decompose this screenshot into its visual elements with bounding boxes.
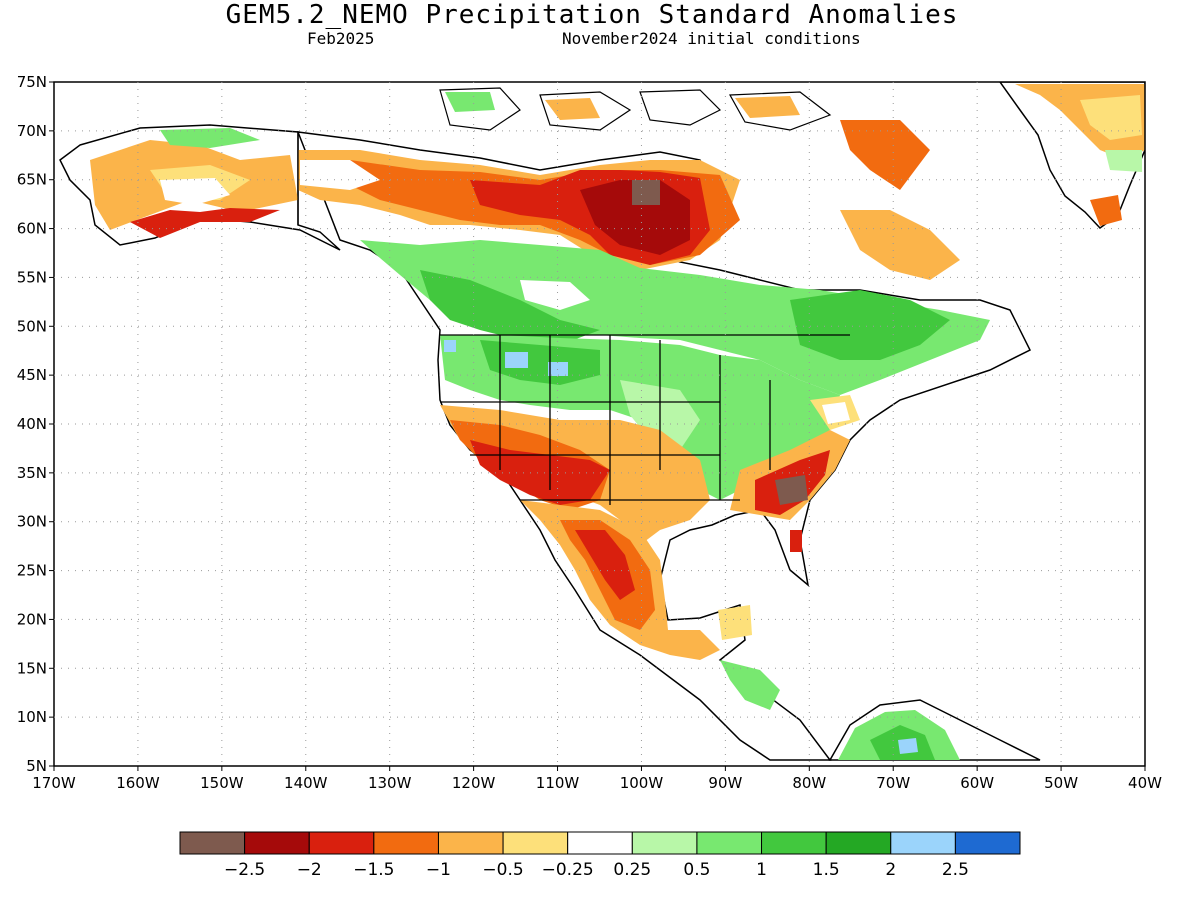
lat-label: 40N (17, 415, 47, 433)
lat-label: 25N (17, 562, 47, 580)
quebec-wet-strong (790, 290, 950, 360)
lon-label: 110W (536, 774, 580, 792)
yucatan-dry (718, 605, 752, 640)
forecast-month: Feb2025 (307, 29, 375, 48)
us-east-neutral (822, 402, 850, 424)
lon-label: 40W (1128, 774, 1162, 792)
colorbar-label: 0.5 (683, 860, 710, 880)
lon-label: 170W (32, 774, 76, 792)
colorbar-swatch (696, 831, 763, 855)
colorbar-label: 1 (756, 860, 767, 880)
colorbar-swatch (179, 831, 246, 855)
colorbar-labels: −2.5 −2 −1.5 −1 −0.5 −0.25 0.25 0.5 1 1.5 2 2.5 (224, 860, 969, 880)
lat-label: 5N (26, 757, 47, 775)
canada-wet-strong (420, 270, 600, 345)
lat-label: 15N (17, 659, 47, 677)
colorbar-label: −2.5 (224, 860, 265, 880)
us-southwest-strong (470, 440, 610, 505)
colorbar-swatch (567, 831, 633, 855)
lat-label: 50N (17, 317, 47, 335)
initial-conditions: November2024 initial conditions (562, 29, 861, 48)
lon-label: 100W (620, 774, 664, 792)
greenland-anomaly-slight (1080, 95, 1142, 140)
colorbar-label: 2.5 (942, 860, 969, 880)
lat-label: 75N (17, 73, 47, 91)
longitude-labels: 170W 160W 150W 140W 130W 120W 110W 100W 90W 80W 70… (32, 774, 1162, 792)
lat-label: 35N (17, 464, 47, 482)
colorbar-swatch (890, 831, 956, 855)
lon-label: 50W (1044, 774, 1078, 792)
lon-label: 60W (960, 774, 994, 792)
colorbar-label: 0.25 (613, 860, 651, 880)
greenland-anomaly-wet (1105, 150, 1142, 172)
lat-label: 30N (17, 513, 47, 531)
colorbar-label: −0.25 (542, 860, 594, 880)
lat-label: 55N (17, 268, 47, 286)
colorbar-swatch (954, 831, 1021, 855)
state-boundaries (297, 132, 850, 505)
us-wet-strong (480, 340, 600, 385)
colorbar-swatch (761, 831, 827, 855)
lon-label: 140W (284, 774, 328, 792)
lat-label: 65N (17, 171, 47, 189)
lat-label: 10N (17, 708, 47, 726)
lon-label: 130W (368, 774, 412, 792)
colorbar-label: −0.5 (482, 860, 523, 880)
baffin-dry (840, 120, 930, 190)
colorbar-swatch (631, 831, 698, 855)
map-title: GEM5.2_NEMO Precipitation Standard Anoma… (225, 0, 959, 30)
alaska-anomaly-wet (160, 128, 260, 148)
mexico-strong (575, 530, 635, 600)
colorbar-label: 1.5 (813, 860, 840, 880)
hudson-very-strong-dry (580, 180, 690, 255)
graticule (49, 81, 1146, 771)
canada-neutral-west (300, 160, 380, 190)
arctic-wet (445, 92, 495, 112)
colorbar-swatch (825, 831, 892, 855)
colorbar (179, 831, 1021, 855)
latitude-labels: 75N 70N 65N 60N 55N 50N 45N 40N 35N 30N 25N 20N 15N 1… (17, 73, 47, 775)
labrador-dry (840, 210, 960, 280)
colorbar-swatch (373, 831, 439, 855)
colorbar-label: −2 (297, 860, 322, 880)
arctic-dry (545, 96, 800, 120)
us-wet-blue-1 (505, 352, 528, 368)
south-america-wet-blue (898, 738, 918, 754)
lon-label: 70W (876, 774, 910, 792)
colorbar-swatch (437, 831, 504, 855)
florida-strong (790, 530, 802, 552)
hudson-extreme-dry (632, 180, 660, 205)
canada-neutral-central (520, 280, 590, 310)
lon-label: 90W (708, 774, 742, 792)
greenland-anomaly-dry-south (1090, 195, 1122, 226)
lon-label: 80W (792, 774, 826, 792)
anomaly-field (59, 82, 1145, 761)
colorbar-swatch (244, 831, 310, 855)
lon-label: 150W (200, 774, 244, 792)
lat-label: 70N (17, 122, 47, 140)
lat-label: 60N (17, 220, 47, 238)
us-southeast-extreme (775, 475, 808, 505)
colorbar-label: 2 (885, 860, 896, 880)
lat-label: 20N (17, 610, 47, 628)
lat-label: 45N (17, 366, 47, 384)
lon-label: 160W (116, 774, 160, 792)
colorbar-label: −1.5 (353, 860, 394, 880)
lon-label: 120W (452, 774, 496, 792)
colorbar-swatch (502, 831, 569, 855)
arctic-islands (439, 87, 832, 131)
colorbar-swatch (308, 831, 375, 855)
colorbar-label: −1 (426, 860, 451, 880)
alaska-anomaly-neutral (160, 178, 230, 205)
alaska-anomaly-strong-dry (130, 208, 280, 238)
central-america-wet (720, 660, 780, 710)
us-wet-blue-3 (444, 340, 456, 352)
